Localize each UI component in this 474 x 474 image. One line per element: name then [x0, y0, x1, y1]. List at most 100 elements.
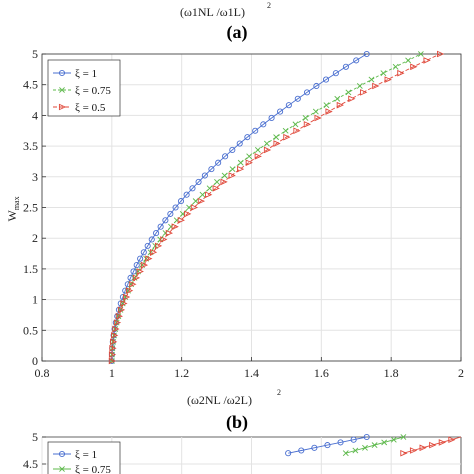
data-point [438, 439, 446, 446]
series-b-1 [285, 433, 370, 457]
data-point [220, 178, 228, 186]
data-point [195, 178, 202, 185]
data-point [303, 89, 311, 96]
data-point [409, 447, 418, 454]
data-point [313, 82, 320, 90]
data-point [171, 223, 179, 230]
data-point [112, 325, 120, 333]
data-point [371, 442, 378, 449]
data-point [337, 439, 344, 446]
data-point [214, 178, 220, 185]
data-point [417, 51, 424, 57]
data-point [229, 146, 236, 153]
data-point [419, 444, 427, 452]
legend-label: ξ = 0.5 [75, 102, 106, 114]
data-point [283, 133, 291, 141]
data-point [229, 166, 236, 173]
data-point [192, 198, 199, 205]
chart-panel-b: 5 4.5 ξ = 1 ξ = 0.75 [23, 430, 462, 474]
data-point [109, 344, 117, 352]
data-point [302, 115, 309, 121]
series-line [111, 53, 367, 362]
data-point [360, 89, 368, 96]
top-axis-label: (ω1NL /ω1L) 2 [180, 1, 271, 19]
data-point [252, 127, 259, 134]
x-tick-label: 1.6 [314, 366, 329, 380]
data-point [199, 191, 206, 198]
data-point [423, 57, 431, 64]
data-point [190, 204, 199, 211]
data-point [157, 223, 164, 230]
data-point [260, 121, 267, 128]
data-point [149, 248, 158, 256]
y-tick-label: 3.5 [23, 139, 38, 153]
data-point [221, 172, 228, 179]
data-point [303, 121, 312, 128]
data-point [184, 210, 192, 218]
legend-marker [58, 69, 66, 77]
data-point [244, 134, 251, 141]
data-point [201, 172, 208, 179]
data-point [356, 83, 363, 89]
data-point [392, 63, 399, 70]
data-point [372, 82, 380, 90]
data-point [314, 114, 322, 122]
data-point [342, 63, 349, 70]
legend-marker [59, 87, 65, 93]
data-point [273, 134, 280, 141]
data-point [334, 95, 341, 102]
y-tick-label: 3 [32, 170, 38, 184]
data-point [352, 447, 359, 454]
y-tick-label: 0.5 [23, 323, 38, 337]
legend-label: ξ = 0.75 [75, 464, 111, 474]
data-point [206, 185, 213, 192]
data-point [162, 217, 169, 224]
panel-b-label: (b) [226, 412, 248, 433]
x-tick-label: 0.8 [35, 366, 50, 380]
data-point [325, 108, 333, 115]
data-point [228, 172, 236, 179]
series-line [288, 436, 367, 454]
data-point [124, 281, 131, 288]
data-point [145, 255, 153, 262]
data-point [350, 436, 357, 443]
data-point [277, 108, 284, 115]
data-point [311, 444, 318, 451]
data-point [140, 249, 147, 256]
chart-panel-a: 0.8 1 1.2 1.4 1.6 1.8 2 0 0.5 1 1.5 2 2.5 3 3.5 4 4.5 5 Wm… [5, 47, 464, 380]
legend-label: ξ = 0.75 [75, 85, 111, 97]
data-point [111, 325, 118, 333]
data-point [137, 255, 144, 262]
data-point [254, 147, 261, 153]
x-axis-label-main: (ω2NL /ω2L) [187, 393, 252, 407]
data-point [400, 434, 407, 440]
data-point [236, 140, 243, 147]
data-point [212, 185, 220, 192]
data-point [215, 159, 222, 166]
data-point [153, 230, 160, 237]
series-b-2 [342, 434, 407, 457]
data-point [368, 76, 375, 83]
data-point [183, 191, 190, 198]
series-b-3 [400, 436, 462, 457]
data-point [177, 198, 185, 205]
data-point [405, 57, 412, 64]
data-point [292, 121, 299, 128]
data-point [126, 287, 134, 294]
data-point [263, 146, 272, 154]
data-point [363, 433, 370, 441]
series-line [111, 53, 441, 362]
x-axis-label: (ω2NL /ω2L) 2 [187, 388, 281, 407]
data-point [282, 127, 289, 134]
data-point [397, 69, 405, 77]
x-axis-label-exp: 2 [277, 388, 281, 397]
data-point [362, 444, 368, 451]
y-tick-label: 0 [32, 354, 38, 368]
data-point [144, 242, 151, 249]
data-point [363, 50, 370, 58]
data-point [293, 127, 301, 135]
data-point [348, 95, 356, 103]
x-tick-label: 1.2 [174, 366, 189, 380]
y-tick-label: 4.5 [23, 78, 38, 92]
data-point [205, 191, 213, 199]
